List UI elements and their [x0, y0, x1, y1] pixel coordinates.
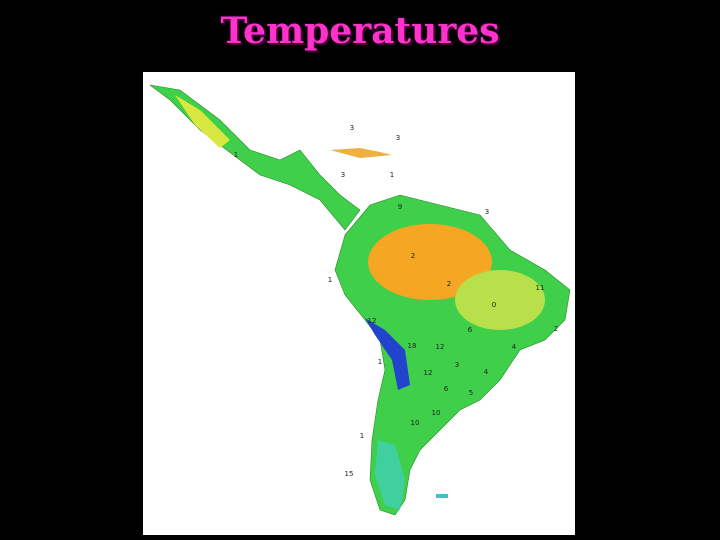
region-label: 3: [485, 208, 489, 216]
region-label: 18: [408, 342, 417, 350]
caribbean: [330, 148, 392, 158]
region-label: 2: [447, 280, 451, 288]
region-label: 0: [492, 301, 496, 309]
region-label: 12: [368, 317, 377, 325]
region-label: 1: [390, 171, 394, 179]
region-label: 9: [398, 203, 402, 211]
region-label: 1: [234, 151, 238, 159]
region-label: 1: [360, 432, 364, 440]
region-label: 2: [554, 325, 558, 333]
region-label: 3: [455, 361, 459, 369]
region-label: 12: [436, 343, 445, 351]
region-label: 3: [396, 134, 400, 142]
region-label: 2: [411, 252, 415, 260]
amazon-hot: [368, 224, 492, 300]
region-label: 10: [411, 419, 420, 427]
region-label: 3: [350, 124, 354, 132]
region-label: 6: [468, 326, 473, 334]
andes-cold: [365, 318, 410, 390]
region-label: 1: [328, 276, 332, 284]
falklands: [436, 494, 448, 498]
region-label: 5: [469, 389, 473, 397]
region-label: 11: [536, 284, 545, 292]
region-label: 12: [424, 369, 433, 377]
region-label: 6: [444, 385, 449, 393]
patagonia-cool: [375, 440, 405, 510]
region-label: 4: [512, 343, 517, 351]
region-label: 3: [341, 171, 345, 179]
region-label: 10: [432, 409, 441, 417]
mexico-highlands: [175, 95, 230, 148]
region-label: 15: [345, 470, 354, 478]
brazil-warm: [455, 270, 545, 330]
region-label: 4: [484, 368, 489, 376]
slide-title: Temperatures: [220, 10, 500, 52]
region-label: 1: [378, 358, 382, 366]
